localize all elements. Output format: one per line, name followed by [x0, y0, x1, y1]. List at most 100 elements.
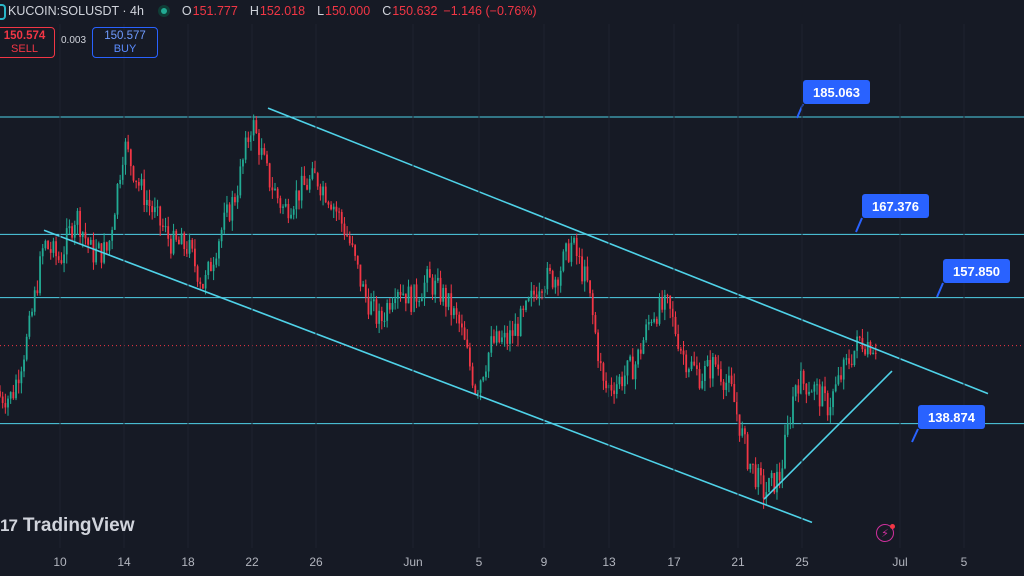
- candle-body: [615, 384, 618, 394]
- candle-body: [343, 223, 346, 236]
- candle-body: [746, 434, 749, 470]
- candle-body: [725, 382, 728, 390]
- lightning-icon[interactable]: ⚡: [876, 524, 895, 542]
- symbol-label[interactable]: KUCOIN:SOLUSDT · 4h: [8, 4, 144, 18]
- candle-body: [95, 248, 98, 263]
- level-label-157[interactable]: 157.850: [943, 259, 1010, 283]
- candle-body: [303, 175, 306, 185]
- level-label-167[interactable]: 167.376: [862, 194, 929, 218]
- candle-body: [20, 371, 23, 384]
- candle-body: [180, 233, 183, 245]
- candle-body: [148, 199, 151, 207]
- candle-body: [194, 248, 196, 267]
- candle-body: [322, 186, 324, 196]
- candle-body: [493, 336, 495, 343]
- candle-body: [287, 203, 290, 219]
- candle-body: [63, 254, 65, 264]
- candle-body: [298, 190, 300, 201]
- x-tick-label: 21: [731, 555, 745, 569]
- candle-body: [549, 267, 551, 271]
- candle-body: [4, 403, 7, 408]
- candle-body: [375, 299, 378, 324]
- candle-body: [119, 179, 122, 184]
- candle-body: [428, 269, 431, 278]
- candle-body: [789, 423, 792, 425]
- candle-body: [295, 190, 298, 210]
- candle-body: [845, 358, 848, 360]
- candle-body: [415, 284, 418, 302]
- candle-body: [575, 237, 578, 257]
- candle-body: [137, 182, 140, 186]
- candle-body: [671, 308, 674, 317]
- candle-body: [623, 375, 626, 387]
- candle-body: [391, 303, 394, 310]
- candle-body: [129, 149, 132, 167]
- candle-body: [455, 308, 458, 315]
- market-status-icon[interactable]: [157, 5, 170, 17]
- candle-body: [418, 301, 421, 303]
- change-value: −1.146 (−0.76%): [443, 4, 537, 18]
- candle-body: [348, 235, 351, 244]
- candle-body: [551, 270, 554, 288]
- candle-body: [535, 294, 538, 299]
- candle-body: [533, 290, 535, 295]
- candle-body: [407, 286, 410, 304]
- buy-button[interactable]: 150.577 BUY: [92, 27, 158, 58]
- candle-body: [650, 321, 653, 323]
- candle-body: [81, 232, 84, 237]
- candle-body: [690, 361, 693, 370]
- candle-body: [12, 392, 15, 399]
- candle-body: [450, 293, 453, 316]
- candle-body: [805, 383, 808, 395]
- candle-body: [431, 277, 434, 295]
- candle-body: [39, 256, 41, 294]
- candle-body: [220, 229, 223, 242]
- candle-body: [41, 248, 44, 257]
- candle-body: [89, 239, 92, 245]
- candle-body: [853, 350, 856, 365]
- candle-body: [239, 166, 242, 196]
- candle-body: [637, 349, 640, 365]
- label-pointer: [936, 282, 944, 298]
- candle-body: [367, 296, 370, 315]
- candle-body: [164, 226, 167, 228]
- level-label-185[interactable]: 185.063: [803, 80, 870, 104]
- candle-body: [730, 375, 733, 385]
- candle-body: [477, 392, 479, 394]
- level-label-138[interactable]: 138.874: [918, 405, 985, 429]
- candle-body: [159, 206, 162, 226]
- candle-body: [378, 310, 381, 324]
- candle-body: [290, 214, 292, 219]
- candle-body: [199, 281, 202, 284]
- candle-body: [666, 294, 669, 296]
- candle-body: [204, 275, 207, 289]
- candle-body: [372, 299, 375, 302]
- candle-body: [52, 241, 55, 253]
- sell-button[interactable]: 150.574 SELL: [0, 27, 55, 58]
- candle-body: [111, 229, 114, 241]
- candle-body: [800, 370, 802, 394]
- candle-body: [693, 361, 696, 366]
- trendline-channel-bottom: [43, 229, 813, 524]
- candle-body: [335, 206, 338, 212]
- x-tick-label: 5: [476, 555, 483, 569]
- candle-body: [842, 359, 845, 380]
- x-tick-label: 17: [667, 555, 681, 569]
- candle-body: [613, 390, 615, 394]
- candle-body: [762, 475, 765, 499]
- candle-body: [145, 199, 148, 206]
- candle-body: [802, 370, 805, 384]
- candle-body: [250, 135, 252, 142]
- candle-body: [316, 173, 319, 187]
- candle-body: [770, 473, 773, 479]
- candle-body: [495, 331, 498, 343]
- candle-body: [629, 356, 632, 361]
- candle-body: [92, 239, 95, 263]
- candle-body: [359, 264, 362, 287]
- candle-body: [84, 232, 87, 239]
- candle-body: [570, 242, 573, 262]
- candle-body: [722, 381, 725, 390]
- candle-body: [792, 396, 794, 424]
